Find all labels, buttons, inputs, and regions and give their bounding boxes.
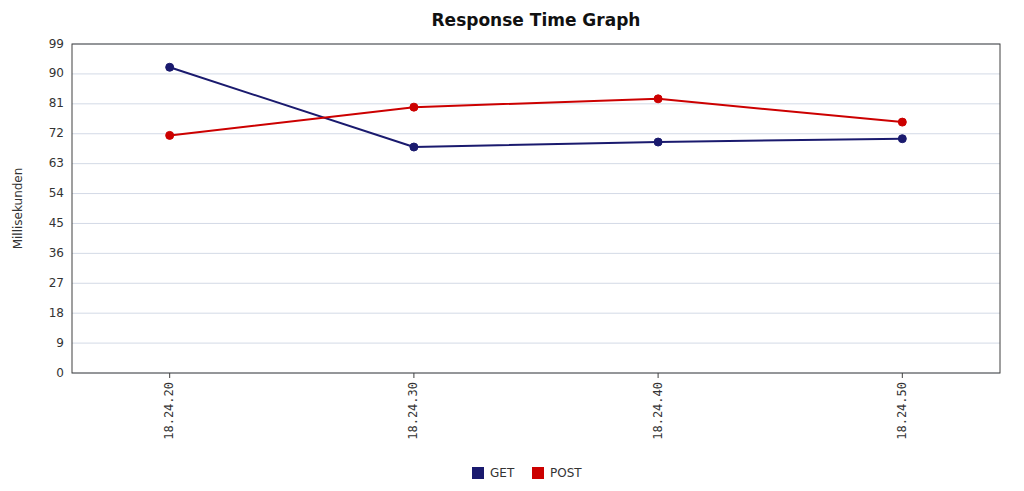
x-tick (902, 373, 903, 378)
y-tick-label: 9 (56, 336, 64, 350)
x-tick-label: 18.24.40 (651, 382, 665, 440)
series-marker (166, 63, 174, 71)
y-tick-label: 63 (49, 156, 64, 170)
x-tick-label: 18.24.20 (162, 382, 176, 440)
y-tick-label: 72 (49, 126, 64, 140)
grid-line (72, 283, 1000, 284)
x-tick-label: 18.24.30 (406, 382, 420, 440)
series-line (170, 99, 903, 136)
series-line (170, 67, 903, 147)
series-marker (166, 131, 174, 139)
x-tick-label: 18.24.50 (895, 382, 909, 440)
y-tick-label: 54 (49, 186, 64, 200)
y-tick-label: 45 (49, 216, 64, 230)
grid-line (72, 223, 1000, 224)
x-tick (658, 373, 659, 378)
y-tick-label: 0 (56, 366, 64, 380)
y-tick-label: 36 (49, 246, 64, 260)
grid-line (72, 253, 1000, 254)
y-tick-label: 99 (49, 37, 64, 51)
series-marker (410, 143, 418, 151)
series-marker (898, 118, 906, 126)
chart-svg: 091827364554637281909918.24.2018.24.3018… (0, 0, 1024, 491)
chart-title: Response Time Graph (432, 10, 641, 30)
legend: GET POST (472, 466, 582, 480)
legend-label: GET (490, 466, 515, 480)
y-axis-label: Millisekunden (11, 168, 25, 250)
grid (72, 44, 1000, 373)
grid-line (72, 163, 1000, 164)
grid-line (72, 313, 1000, 314)
x-tick (413, 373, 414, 378)
y-tick-label: 81 (49, 96, 64, 110)
series-marker (654, 138, 662, 146)
grid-line (72, 133, 1000, 134)
grid-line (72, 73, 1000, 74)
legend-label: POST (550, 466, 582, 480)
x-tick (169, 373, 170, 378)
x-axis: 18.24.20 18.24.30 18.24.40 18.24.50 (162, 373, 909, 440)
legend-swatch (532, 467, 544, 479)
chart-container: 091827364554637281909918.24.2018.24.3018… (0, 0, 1024, 491)
legend-swatch (472, 467, 484, 479)
y-tick-label: 27 (49, 276, 64, 290)
plot-frame (72, 44, 1000, 373)
grid-line (72, 343, 1000, 344)
series-marker (410, 103, 418, 111)
y-tick-label: 90 (49, 66, 64, 80)
series-marker (654, 95, 662, 103)
grid-line (72, 193, 1000, 194)
y-tick-label: 18 (49, 306, 64, 320)
series-group (166, 63, 907, 151)
series-marker (898, 135, 906, 143)
y-axis: 0 9 18 27 36 45 54 63 72 81 90 99 (49, 37, 64, 380)
